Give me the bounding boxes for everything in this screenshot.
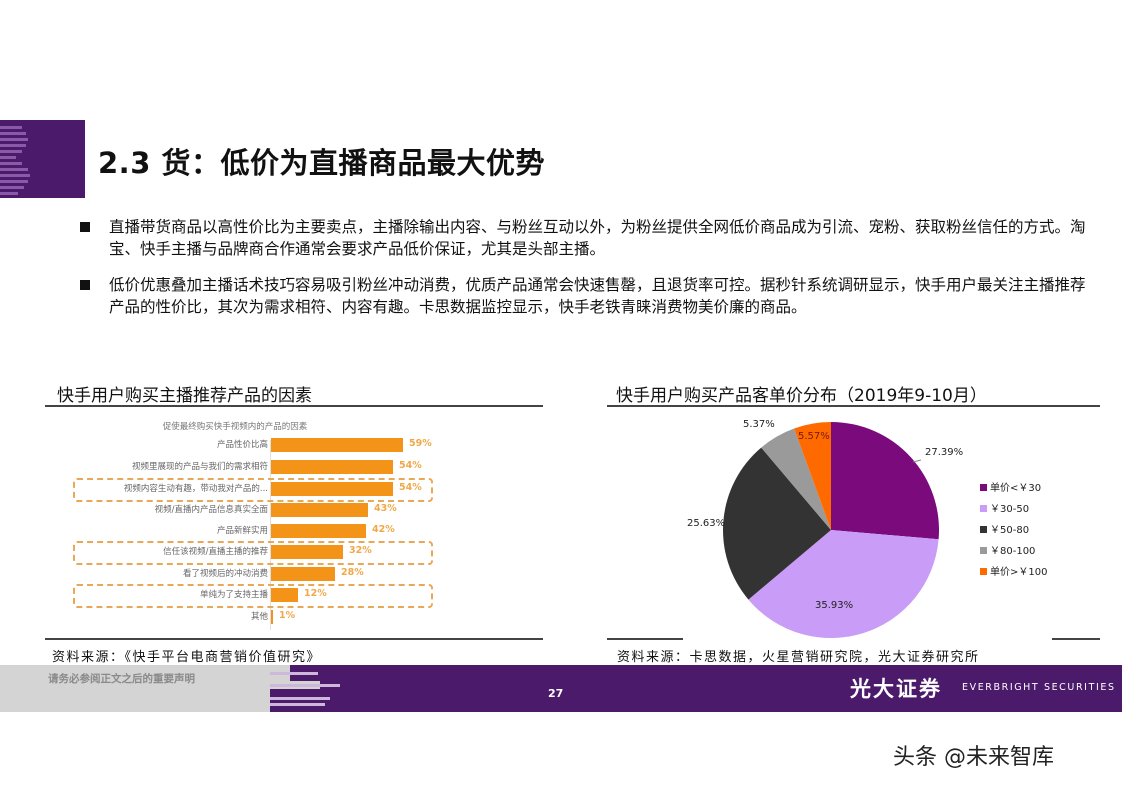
bar-value: 54%: [399, 482, 422, 493]
divider: [607, 638, 683, 640]
bar: [271, 460, 393, 474]
bar-value: 12%: [304, 588, 327, 599]
bullet-item: 低价优惠叠加主播话术技巧容易吸引粉丝冲动消费，优质产品通常会快速售罄，且退货率可…: [80, 274, 1090, 318]
pie-label: 27.39%: [925, 447, 964, 458]
bullet-text: 低价优惠叠加主播话术技巧容易吸引粉丝冲动消费，优质产品通常会快速售罄，且退货率可…: [109, 276, 1086, 316]
pie-slice-50-80: [722, 447, 831, 600]
pie-slice-30-50: [748, 530, 939, 639]
bar-row: 单纯为了支持主播 12%: [45, 587, 545, 603]
bar-label: 产品新鲜实用: [216, 526, 268, 536]
divider: [607, 405, 1100, 407]
bullet-square-icon: [80, 280, 90, 290]
bar-label: 视频内容生动有趣，带动我对产品的...: [123, 484, 268, 494]
bar: [271, 482, 393, 496]
legend-label: ￥30-50: [990, 504, 1030, 515]
page-title: 2.3 货：低价为直播商品最大优势: [98, 146, 545, 180]
divider: [45, 405, 543, 407]
factor-bar-chart: 促使最终购买快手视频内的产品的因素 产品性价比高 59% 视频里展现的产品与我们…: [45, 410, 545, 635]
bar-label: 视频/直播内产品信息真实全面: [154, 505, 268, 515]
legend-item: ￥80-100: [980, 542, 1035, 557]
right-source-note: 资料来源：卡思数据，火星营销研究院，光大证券研究所: [617, 650, 980, 665]
pie-label: 35.93%: [815, 600, 854, 611]
legend-item: ￥30-50: [980, 500, 1029, 515]
legend-item: 单价<￥30: [980, 479, 1041, 494]
bar: [271, 503, 368, 517]
bar-value: 54%: [399, 460, 422, 471]
bar-label: 视频里展现的产品与我们的需求相符: [131, 462, 268, 472]
legend-label: ￥80-100: [990, 546, 1036, 557]
disclaimer-text: 请务必参阅正文之后的重要声明: [48, 673, 195, 685]
highlight-box: [73, 584, 433, 608]
page-number: 27: [548, 687, 564, 700]
highlight-box: [73, 541, 433, 565]
bar: [271, 438, 403, 452]
left-source-note: 资料来源：《快手平台电商营销价值研究》: [52, 650, 322, 665]
bar: [271, 567, 335, 581]
pie-slice-under-30: [831, 422, 940, 540]
pie-slice-80-100: [761, 428, 831, 530]
legend-swatch-icon: [980, 484, 987, 491]
legend-label: 单价>￥100: [990, 567, 1048, 578]
bar-value: 42%: [372, 524, 395, 535]
bar-row: 视频内容生动有趣，带动我对产品的... 54%: [45, 481, 545, 497]
brand-logo-en: EVERBRIGHT SECURITIES: [962, 682, 1116, 693]
section-marker-block: [0, 120, 85, 198]
bar-axis: [270, 440, 271, 630]
bar-label: 看了视频后的冲动消费: [182, 569, 268, 579]
bar-value: 28%: [341, 567, 364, 578]
divider: [45, 638, 543, 640]
bar-label: 信任该视频/直播主播的推荐: [163, 547, 268, 557]
right-chart-title: 快手用户购买产品客单价分布（2019年9-10月）: [616, 386, 987, 406]
bar: [271, 610, 273, 624]
legend-label: 单价<￥30: [990, 483, 1042, 494]
bar-label: 产品性价比高: [216, 440, 268, 450]
pie-label: 25.63%: [687, 518, 726, 529]
legend-swatch-icon: [980, 568, 987, 575]
legend-item: ￥50-80: [980, 521, 1029, 536]
left-chart-title: 快手用户购买主播推荐产品的因素: [57, 386, 312, 406]
bar-row: 信任该视频/直播主播的推荐 32%: [45, 544, 545, 560]
brand-logo-cn: 光大证券: [850, 676, 942, 701]
bar-row: 其他 1%: [45, 609, 545, 625]
bar-chart-subtitle: 促使最终购买快手视频内的产品的因素: [162, 422, 308, 432]
divider: [1052, 638, 1100, 640]
legend-item: 单价>￥100: [980, 563, 1047, 578]
price-distribution-pie: [722, 422, 940, 639]
bar-row: 产品性价比高 59%: [45, 437, 545, 453]
legend-label: ￥50-80: [990, 525, 1030, 536]
bar-label: 单纯为了支持主播: [199, 590, 268, 600]
bar-row: 产品新鲜实用 42%: [45, 523, 545, 539]
bullet-text: 直播带货商品以高性价比为主要卖点，主播除输出内容、与粉丝互动以外，为粉丝提供全网…: [109, 218, 1086, 258]
bar-value: 32%: [349, 545, 372, 556]
bar-row: 看了视频后的冲动消费 28%: [45, 566, 545, 582]
highlight-box: [73, 478, 433, 502]
bar: [271, 588, 298, 602]
bar-label: 其他: [250, 612, 268, 622]
bar-value: 43%: [374, 503, 397, 514]
bullet-item: 直播带货商品以高性价比为主要卖点，主播除输出内容、与粉丝互动以外，为粉丝提供全网…: [80, 216, 1090, 260]
bar: [271, 524, 366, 538]
footer-brand-band: [270, 665, 1122, 712]
bar-row: 视频里展现的产品与我们的需求相符 54%: [45, 459, 545, 475]
bar-row: 视频/直播内产品信息真实全面 43%: [45, 502, 545, 518]
pie-label: 5.57%: [798, 431, 830, 442]
legend-swatch-icon: [980, 526, 987, 533]
watermark: 头条 @未来智库: [893, 745, 1054, 770]
bullet-square-icon: [80, 222, 90, 232]
legend-swatch-icon: [980, 547, 987, 554]
bar-value: 59%: [409, 438, 432, 449]
legend-swatch-icon: [980, 505, 987, 512]
bar: [271, 545, 343, 559]
bar-value: 1%: [279, 610, 296, 621]
pie-label: 5.37%: [743, 419, 775, 430]
pie-slice-over-100: [794, 422, 831, 530]
